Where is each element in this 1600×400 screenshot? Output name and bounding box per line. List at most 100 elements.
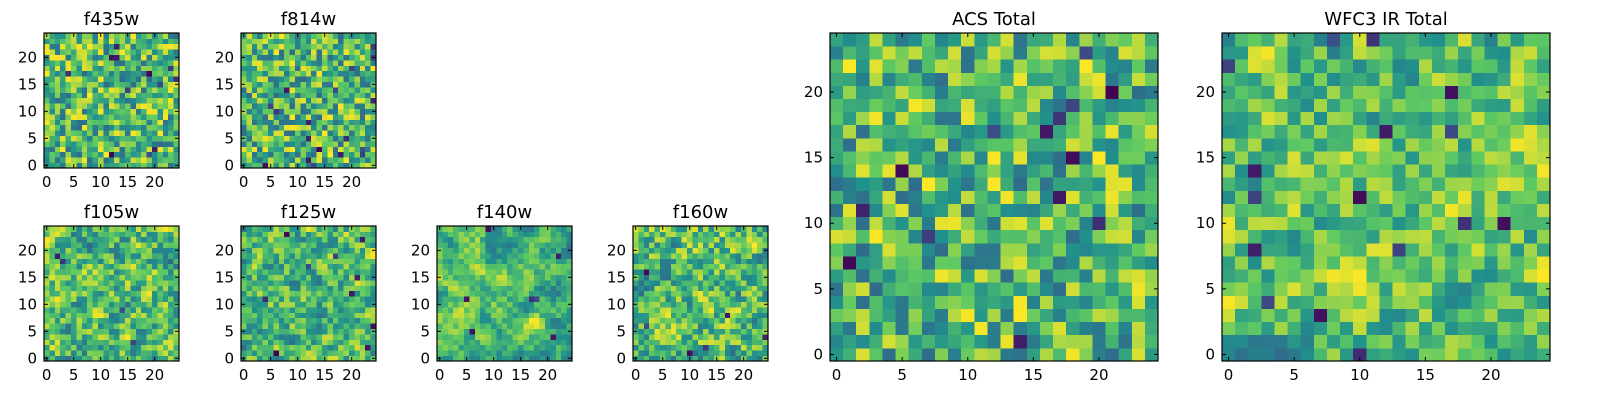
heatmap-cell [295, 334, 301, 340]
heatmap-cell [146, 81, 153, 88]
heatmap-cell [257, 135, 263, 142]
heatmap-cell [948, 269, 962, 283]
heatmap-cell [469, 290, 476, 297]
heatmap-cell [173, 60, 180, 66]
heatmap-cell [152, 242, 158, 248]
heatmap-cell [523, 285, 530, 292]
heatmap-cell [1066, 164, 1080, 178]
heatmap-cell [523, 344, 530, 351]
heatmap-cell [365, 334, 371, 340]
heatmap-cell [146, 43, 153, 50]
heatmap-cell [458, 263, 465, 270]
heatmap-cell [251, 49, 258, 55]
heatmap-cell [343, 258, 350, 265]
heatmap-cell [327, 350, 334, 356]
heatmap-cell [370, 317, 377, 324]
heatmap-cell [1092, 177, 1106, 191]
heatmap-cell [469, 344, 476, 351]
heatmap-cell [135, 43, 142, 50]
heatmap-cell [974, 177, 988, 191]
heatmap-cell [1144, 59, 1159, 73]
heatmap-cell [146, 301, 153, 308]
heatmap-cell [665, 317, 672, 324]
heatmap-cell [241, 157, 247, 163]
heatmap-cell [354, 312, 361, 319]
heatmap-cell [1287, 334, 1302, 349]
heatmap-cell [1366, 295, 1380, 309]
heatmap-cell [512, 334, 519, 340]
heatmap-cell [157, 328, 164, 335]
heatmap-cell [157, 65, 164, 72]
heatmap-cell [480, 242, 486, 248]
heatmap-cell [92, 301, 99, 308]
heatmap-cell [173, 253, 180, 259]
heatmap-cell [311, 33, 317, 39]
heatmap-cell [948, 164, 962, 178]
heatmap-cell [1353, 164, 1367, 178]
heatmap-cell [1484, 242, 1498, 257]
heatmap-cell [856, 111, 870, 126]
heatmap-cell [1523, 190, 1538, 204]
heatmap-cell [44, 317, 50, 324]
heatmap-cell [327, 151, 334, 158]
heatmap-cell [1105, 256, 1120, 270]
heatmap-cell [359, 114, 366, 120]
heatmap-cell [327, 269, 334, 275]
heatmap-cell [948, 282, 962, 296]
heatmap-cell [152, 92, 158, 99]
heatmap-cell [311, 231, 317, 238]
heatmap-cell [638, 355, 645, 362]
heatmap-cell [103, 76, 110, 82]
heatmap-cell [1484, 164, 1498, 178]
heatmap-cell [1274, 295, 1288, 309]
panel-title: f814w [281, 9, 336, 30]
heatmap-cell [87, 355, 93, 362]
heatmap-cell [507, 301, 513, 308]
heatmap-cell [284, 242, 290, 248]
heatmap-cell [1079, 85, 1093, 99]
heatmap-cell [1510, 347, 1525, 362]
heatmap-cell [528, 253, 535, 259]
heatmap-cell [92, 151, 99, 158]
heatmap-cell [273, 274, 280, 281]
heatmap-cell [168, 269, 174, 275]
heatmap-cell [168, 65, 174, 72]
heatmap-cell [660, 307, 666, 313]
heatmap-cell [289, 70, 296, 77]
heatmap-cell [130, 263, 137, 270]
heatmap-cell [1300, 216, 1315, 231]
heatmap-cell [719, 269, 726, 275]
heatmap-cell [1287, 229, 1302, 244]
heatmap-cell [1053, 85, 1067, 99]
heatmap-cell [730, 263, 736, 270]
heatmap-cell [141, 355, 147, 362]
heatmap-cell [1079, 137, 1093, 152]
heatmap-cell [349, 92, 355, 99]
heatmap-cell [54, 307, 61, 313]
heatmap-cell [934, 216, 949, 231]
heatmap-cell [359, 269, 366, 275]
heatmap-cell [71, 328, 77, 335]
heatmap-cell [1079, 164, 1093, 178]
heatmap-cell [114, 339, 120, 346]
heatmap-cell [300, 301, 307, 308]
heatmap-cell [262, 231, 269, 238]
heatmap-cell [289, 130, 296, 136]
heatmap-cell [365, 236, 371, 243]
heatmap-cell [130, 151, 137, 158]
heatmap-cell [295, 258, 301, 265]
heatmap-cell [322, 43, 328, 50]
heatmap-cell [349, 124, 355, 131]
heatmap-cell [44, 49, 50, 55]
heatmap-cell [141, 307, 147, 313]
heatmap-cell [974, 98, 988, 113]
heatmap-cell [746, 247, 753, 254]
heatmap-cell [257, 226, 263, 232]
heatmap-cell [528, 242, 535, 248]
heatmap-cell [370, 339, 377, 346]
heatmap-cell [974, 124, 988, 139]
heatmap-cell [1026, 347, 1041, 362]
heatmap-cell [65, 157, 72, 163]
heatmap-cell [1471, 295, 1485, 309]
x-tick-label: 10 [288, 366, 307, 384]
